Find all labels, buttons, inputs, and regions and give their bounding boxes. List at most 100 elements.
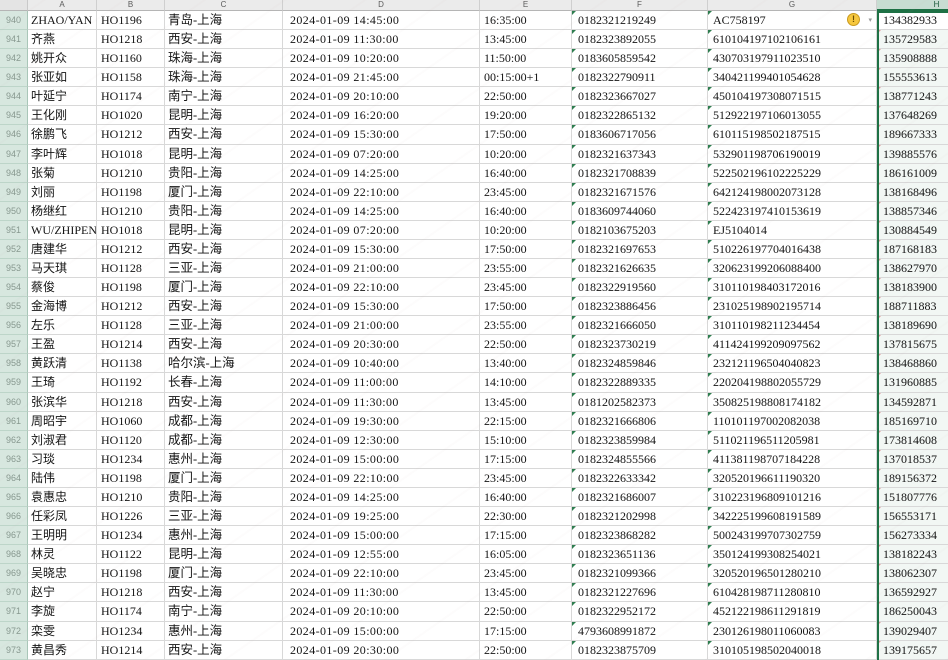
cell-E964[interactable]: 23:45:00 — [480, 468, 572, 488]
cell-G954[interactable]: 310110198403172016 — [708, 278, 877, 298]
cell-F946[interactable]: 0183606717056 — [572, 125, 708, 145]
row-header-943[interactable]: 943 — [0, 68, 28, 88]
cell-G960[interactable]: 350825198808174182 — [708, 392, 877, 412]
cell-G959[interactable]: 220204198802055729 — [708, 373, 877, 393]
cell-F957[interactable]: 0182323730219 — [572, 335, 708, 355]
cell-A960[interactable]: 张滨华 — [28, 392, 97, 412]
row-header-947[interactable]: 947 — [0, 144, 28, 164]
cell-G955[interactable]: 231025198902195714 — [708, 297, 877, 317]
cell-C967[interactable]: 惠州-上海 — [165, 526, 283, 546]
cell-B955[interactable]: HO1212 — [97, 297, 165, 317]
cell-D942[interactable]: 2024-01-09 10:20:00 — [283, 49, 480, 69]
cell-D945[interactable]: 2024-01-09 16:20:00 — [283, 106, 480, 126]
cell-H948[interactable]: 186161009 — [877, 163, 948, 183]
cell-C959[interactable]: 长春-上海 — [165, 373, 283, 393]
cell-G963[interactable]: 411381198707184228 — [708, 449, 877, 469]
cell-H945[interactable]: 137648269 — [877, 106, 948, 126]
cell-A953[interactable]: 马天琪 — [28, 259, 97, 279]
cell-C941[interactable]: 西安-上海 — [165, 30, 283, 50]
cell-F963[interactable]: 0182324855566 — [572, 449, 708, 469]
column-header-A[interactable]: A — [28, 0, 97, 11]
cell-E951[interactable]: 10:20:00 — [480, 220, 572, 240]
cell-E963[interactable]: 17:15:00 — [480, 449, 572, 469]
cell-D963[interactable]: 2024-01-09 15:00:00 — [283, 449, 480, 469]
cell-C948[interactable]: 贵阳-上海 — [165, 163, 283, 183]
select-all-corner[interactable] — [0, 0, 28, 11]
cell-G947[interactable]: 532901198706190019 — [708, 144, 877, 164]
cell-H957[interactable]: 137815675 — [877, 335, 948, 355]
cell-H963[interactable]: 137018537 — [877, 449, 948, 469]
row-header-949[interactable]: 949 — [0, 182, 28, 202]
cell-E961[interactable]: 22:15:00 — [480, 411, 572, 431]
cell-F971[interactable]: 0182322952172 — [572, 602, 708, 622]
cell-H959[interactable]: 131960885 — [877, 373, 948, 393]
cell-D944[interactable]: 2024-01-09 20:10:00 — [283, 87, 480, 107]
cell-B945[interactable]: HO1020 — [97, 106, 165, 126]
cell-G948[interactable]: 522502196102225229 — [708, 163, 877, 183]
cell-G946[interactable]: 610115198502187515 — [708, 125, 877, 145]
cell-D972[interactable]: 2024-01-09 15:00:00 — [283, 621, 480, 641]
cell-B962[interactable]: HO1120 — [97, 430, 165, 450]
cell-A966[interactable]: 任彩凤 — [28, 507, 97, 527]
cell-B941[interactable]: HO1218 — [97, 30, 165, 50]
cell-D964[interactable]: 2024-01-09 22:10:00 — [283, 468, 480, 488]
cell-A970[interactable]: 赵宁 — [28, 583, 97, 603]
cell-F942[interactable]: 0183605859542 — [572, 49, 708, 69]
cell-A957[interactable]: 王盈 — [28, 335, 97, 355]
column-header-B[interactable]: B — [97, 0, 165, 11]
cell-B966[interactable]: HO1226 — [97, 507, 165, 527]
cell-B959[interactable]: HO1192 — [97, 373, 165, 393]
cell-G952[interactable]: 510226197704016438 — [708, 239, 877, 260]
cell-E944[interactable]: 22:50:00 — [480, 87, 572, 107]
cell-F953[interactable]: 0182321626635 — [572, 259, 708, 279]
cell-H960[interactable]: 134592871 — [877, 392, 948, 412]
cell-G965[interactable]: 310223196809101216 — [708, 487, 877, 508]
cell-A969[interactable]: 吴晓忠 — [28, 564, 97, 584]
cell-A948[interactable]: 张菊 — [28, 163, 97, 183]
cell-G950[interactable]: 522423197410153619 — [708, 201, 877, 221]
cell-C970[interactable]: 西安-上海 — [165, 583, 283, 603]
cell-B948[interactable]: HO1210 — [97, 163, 165, 183]
cell-C961[interactable]: 成都-上海 — [165, 411, 283, 431]
row-header-972[interactable]: 972 — [0, 621, 28, 641]
cell-E940[interactable]: 16:35:00 — [480, 11, 572, 31]
cell-F968[interactable]: 0182323651136 — [572, 545, 708, 565]
cell-C943[interactable]: 珠海-上海 — [165, 68, 283, 88]
row-header-940[interactable]: 940 — [0, 11, 28, 31]
cell-G970[interactable]: 610428198711280810 — [708, 583, 877, 603]
cell-A967[interactable]: 王明明 — [28, 526, 97, 546]
cell-G944[interactable]: 450104197308071515 — [708, 87, 877, 107]
cell-B940[interactable]: HO1196 — [97, 11, 165, 31]
cell-B973[interactable]: HO1214 — [97, 640, 165, 660]
cell-E972[interactable]: 17:15:00 — [480, 621, 572, 641]
cell-G940[interactable]: AC758197! ▾ — [708, 11, 877, 31]
cell-F964[interactable]: 0182322633342 — [572, 468, 708, 488]
row-header-954[interactable]: 954 — [0, 278, 28, 298]
cell-F969[interactable]: 0182321099366 — [572, 564, 708, 584]
cell-E941[interactable]: 13:45:00 — [480, 30, 572, 50]
cell-C969[interactable]: 厦门-上海 — [165, 564, 283, 584]
cell-E967[interactable]: 17:15:00 — [480, 526, 572, 546]
cell-F945[interactable]: 0182322865132 — [572, 106, 708, 126]
cell-A944[interactable]: 叶延宁 — [28, 87, 97, 107]
cell-C964[interactable]: 厦门-上海 — [165, 468, 283, 488]
cell-H964[interactable]: 189156372 — [877, 468, 948, 488]
cell-D951[interactable]: 2024-01-09 07:20:00 — [283, 220, 480, 240]
cell-G966[interactable]: 342225199608191589 — [708, 507, 877, 527]
cell-A968[interactable]: 林灵 — [28, 545, 97, 565]
cell-B963[interactable]: HO1234 — [97, 449, 165, 469]
cell-D948[interactable]: 2024-01-09 14:25:00 — [283, 163, 480, 183]
cell-H942[interactable]: 135908888 — [877, 49, 948, 69]
cell-G958[interactable]: 232121196504040823 — [708, 354, 877, 374]
cell-F951[interactable]: 0182103675203 — [572, 220, 708, 240]
row-header-964[interactable]: 964 — [0, 468, 28, 488]
cell-F972[interactable]: 4793608991872 — [572, 621, 708, 641]
cell-C972[interactable]: 惠州-上海 — [165, 621, 283, 641]
cell-B960[interactable]: HO1218 — [97, 392, 165, 412]
cell-C956[interactable]: 三亚-上海 — [165, 316, 283, 336]
cell-H950[interactable]: 138857346 — [877, 201, 948, 221]
cell-E966[interactable]: 22:30:00 — [480, 507, 572, 527]
row-header-952[interactable]: 952 — [0, 239, 28, 260]
column-header-C[interactable]: C — [165, 0, 283, 11]
cell-H966[interactable]: 156553171 — [877, 507, 948, 527]
